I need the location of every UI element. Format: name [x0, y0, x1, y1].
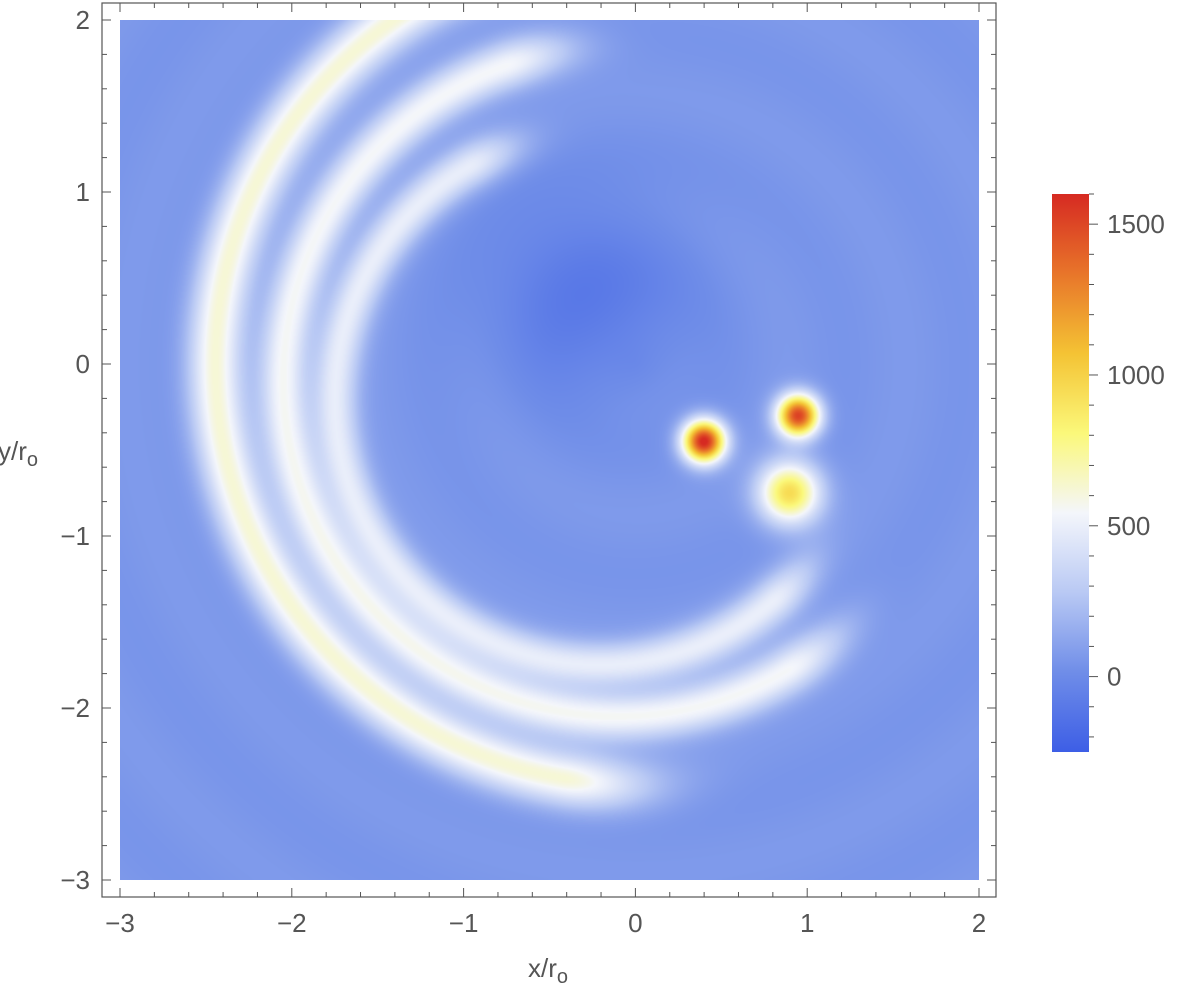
y-tick-label: 0: [76, 349, 90, 379]
colorbar-tick-label: 1500: [1107, 209, 1165, 239]
x-tick-label: −2: [277, 908, 307, 938]
y-tick-label: −3: [60, 865, 90, 895]
y-tick-label: −2: [60, 693, 90, 723]
axis-ticks: [102, 3, 996, 897]
x-axis-title: x/ro: [528, 953, 568, 987]
x-tick-label: −3: [105, 908, 135, 938]
colorbar-ticks: [1089, 193, 1098, 738]
x-tick-label: −1: [449, 908, 479, 938]
heatmap-image: [120, 20, 979, 880]
y-axis-title: y/ro: [0, 436, 38, 471]
colorbar-tick-label: 500: [1107, 511, 1150, 541]
colorbar-tick-label: 1000: [1107, 360, 1165, 390]
colorbar-tick-labels: 0 500 1000 1500: [1107, 209, 1165, 691]
plot-area: [120, 20, 979, 880]
colorbar-gradient: [1052, 194, 1089, 752]
y-tick-label: 1: [76, 177, 90, 207]
y-tick-label: −1: [60, 521, 90, 551]
plot-frame: [101, 2, 997, 898]
y-tick-label: 2: [76, 5, 90, 35]
x-tick-label: 0: [628, 908, 642, 938]
x-tick-label: 2: [972, 908, 986, 938]
x-tick-label: 1: [800, 908, 814, 938]
axis-tick-labels: −3 −2 −1 0 1 2 −3 −2 −1 0 1 2: [60, 5, 986, 938]
colorbar: 0 500 1000 1500: [1052, 193, 1165, 752]
colorbar-tick-label: 0: [1107, 662, 1121, 692]
